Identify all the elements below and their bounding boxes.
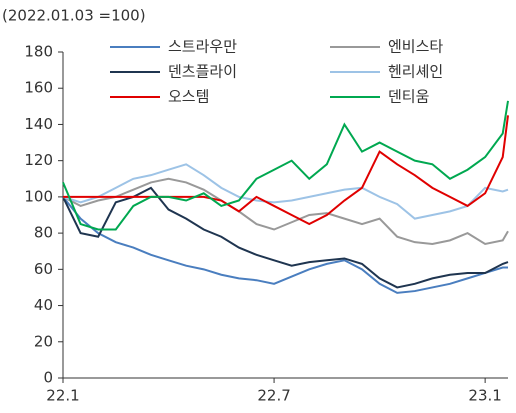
x-tick-label: 22.7 — [257, 387, 290, 405]
y-tick-label: 140 — [24, 115, 53, 133]
y-tick-label: 60 — [34, 260, 53, 278]
series-line — [62, 163, 509, 220]
x-tick-label: 23.1 — [468, 387, 501, 405]
legend-label: 오스템 — [168, 88, 209, 106]
series-line — [62, 186, 509, 289]
legend-label: 헨리셰인 — [388, 63, 443, 81]
series-line — [62, 177, 509, 246]
legend-label: 엔비스타 — [388, 38, 443, 56]
legend-label: 스트라우만 — [168, 38, 237, 56]
y-tick-label: 20 — [34, 332, 53, 350]
y-tick-label: 100 — [24, 187, 53, 205]
x-tick-label: 22.1 — [46, 387, 79, 405]
series-line — [62, 196, 508, 294]
y-tick-label: 80 — [34, 224, 53, 242]
series-line — [62, 100, 509, 231]
legend-label: 덴티움 — [388, 88, 429, 106]
chart-subtitle: (2022.01.03 =100) — [2, 7, 146, 25]
y-tick-label: 120 — [24, 151, 53, 169]
legend-label: 덴츠플라이 — [168, 63, 237, 81]
series-line — [63, 115, 509, 226]
y-tick-label: 0 — [43, 369, 53, 387]
y-tick-label: 40 — [34, 296, 53, 314]
y-tick-label: 180 — [24, 43, 53, 61]
y-tick-label: 160 — [24, 79, 53, 97]
